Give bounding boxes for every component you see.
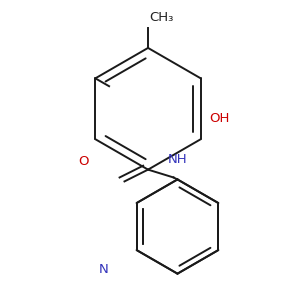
Text: NH: NH — [168, 153, 187, 166]
Text: O: O — [79, 155, 89, 168]
Text: OH: OH — [209, 112, 229, 125]
Text: N: N — [99, 263, 109, 276]
Text: CH₃: CH₃ — [150, 11, 174, 24]
